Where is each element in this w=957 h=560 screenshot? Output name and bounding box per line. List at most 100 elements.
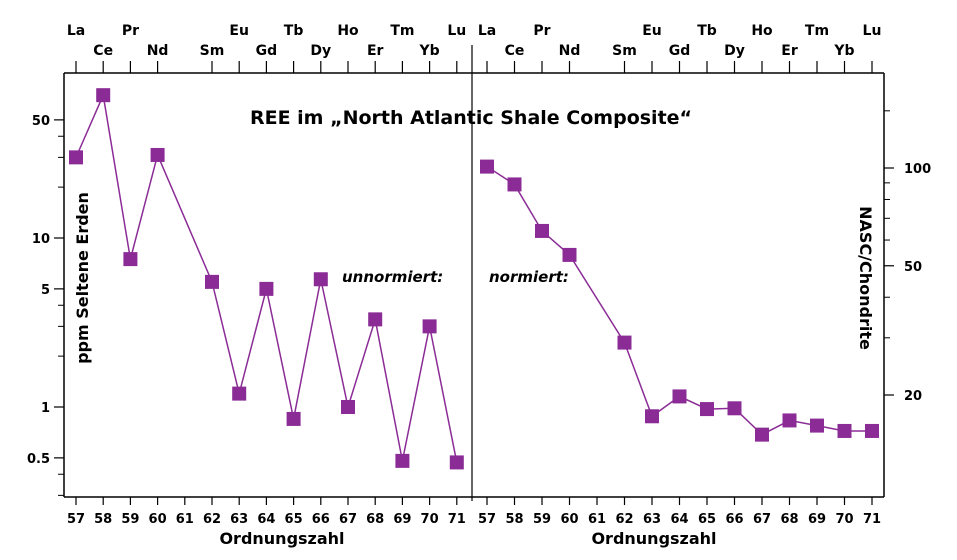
- data-point: [395, 453, 410, 468]
- x-tick-label: 62: [203, 512, 221, 527]
- data-point: [449, 455, 464, 470]
- x-tick-label: 57: [67, 512, 85, 527]
- x-tick-label: 71: [863, 512, 881, 527]
- data-point: [69, 150, 83, 165]
- element-label: Tm: [390, 23, 414, 39]
- element-label: Eu: [642, 23, 662, 39]
- x-tick-label: 65: [285, 512, 303, 527]
- element-label: La: [67, 23, 85, 39]
- x-tick-label: 69: [393, 512, 411, 527]
- x-tick-label: 61: [176, 512, 194, 527]
- data-point: [645, 409, 659, 424]
- element-label: Lu: [863, 23, 882, 39]
- x-axis-label: Ordnungszahl: [219, 529, 344, 548]
- element-label: Er: [367, 43, 384, 59]
- element-label: Er: [781, 43, 798, 59]
- x-tick-label: 59: [121, 512, 139, 527]
- y-tick-label: 50: [904, 260, 922, 275]
- chart-labels: 57 58 59 60 61 62 63 64 65 66 67 68 69 70 71 La Ce Pr Nd Sm…: [27, 23, 931, 548]
- element-label: Ce: [93, 43, 113, 59]
- x-axis-label: Ordnungszahl: [591, 529, 716, 548]
- x-tick-label: 62: [615, 512, 633, 527]
- data-point: [727, 401, 742, 416]
- element-label: Tb: [697, 23, 717, 39]
- x-tick-label: 64: [257, 512, 275, 527]
- x-tick-label: 59: [533, 512, 551, 527]
- element-label: Ho: [751, 23, 773, 39]
- x-tick-label: 58: [94, 512, 112, 527]
- data-point: [313, 272, 328, 287]
- plot-frame: [54, 45, 894, 505]
- data-point: [422, 319, 437, 334]
- data-point: [562, 247, 577, 262]
- x-tick-label: 66: [312, 512, 330, 527]
- data-point: [535, 223, 549, 238]
- x-tick-label: 71: [448, 512, 466, 527]
- y-tick-label: 0.5: [27, 452, 50, 467]
- element-label: Pr: [122, 23, 139, 39]
- element-label: Dy: [724, 43, 745, 59]
- data-point: [617, 335, 632, 350]
- x-tick-label: 64: [670, 512, 688, 527]
- x-tick-label: 61: [588, 512, 606, 527]
- element-label: Pr: [533, 23, 550, 39]
- data-point: [232, 386, 247, 401]
- data-point: [755, 427, 769, 442]
- data-point: [480, 159, 494, 174]
- data-point: [123, 252, 138, 267]
- data-point: [672, 389, 687, 404]
- data-point: [259, 281, 274, 296]
- data-point: [96, 88, 111, 103]
- element-label: Gd: [669, 43, 691, 59]
- series-line: [75, 92, 458, 463]
- x-tick-label: 69: [808, 512, 826, 527]
- x-tick-label: 58: [505, 512, 523, 527]
- y-axis-label-right: NASC/Chondrite: [856, 206, 875, 350]
- x-tick-label: 57: [478, 512, 496, 527]
- x-tick-label: 70: [421, 512, 439, 527]
- panel-annotation: unnormiert:: [342, 268, 443, 286]
- data-point: [341, 400, 355, 414]
- data-point: [205, 274, 219, 289]
- element-label: Ce: [505, 43, 525, 59]
- x-tick-label: 60: [149, 512, 167, 527]
- element-label: Ho: [337, 23, 359, 39]
- x-tick-label: 60: [560, 512, 578, 527]
- element-label: Tb: [284, 23, 304, 39]
- y-axis-label-left: ppm Seltene Erden: [73, 192, 92, 364]
- element-label: Yb: [833, 43, 854, 59]
- data-point: [837, 423, 852, 438]
- element-label: Eu: [229, 23, 249, 39]
- x-tick-label: 63: [643, 512, 661, 527]
- element-label: Tm: [805, 23, 829, 39]
- element-label: Yb: [419, 43, 440, 59]
- element-label: Sm: [612, 43, 637, 59]
- x-tick-label: 67: [339, 512, 357, 527]
- x-tick-label: 63: [230, 512, 248, 527]
- data-point: [150, 147, 165, 162]
- y-tick-label: 100: [904, 162, 931, 177]
- element-label: La: [478, 23, 496, 39]
- y-tick-label: 10: [32, 232, 50, 247]
- y-tick-label: 50: [32, 114, 50, 129]
- element-label: Lu: [447, 23, 466, 39]
- x-tick-label: 65: [698, 512, 716, 527]
- element-label: Nd: [559, 43, 581, 59]
- panel-annotation: normiert:: [489, 268, 569, 286]
- data-point: [368, 312, 383, 327]
- element-label: Sm: [200, 43, 225, 59]
- y-tick-label: 5: [41, 283, 50, 298]
- element-label: Nd: [147, 43, 169, 59]
- data-point: [286, 411, 301, 426]
- data-point: [507, 177, 522, 192]
- x-tick-label: 70: [835, 512, 853, 527]
- element-label: Gd: [256, 43, 278, 59]
- element-label: Dy: [310, 43, 331, 59]
- y-tick-label: 1: [41, 401, 50, 416]
- data-point: [865, 423, 879, 438]
- data-point: [810, 418, 824, 433]
- x-tick-label: 67: [753, 512, 771, 527]
- y-tick-label: 20: [904, 389, 922, 404]
